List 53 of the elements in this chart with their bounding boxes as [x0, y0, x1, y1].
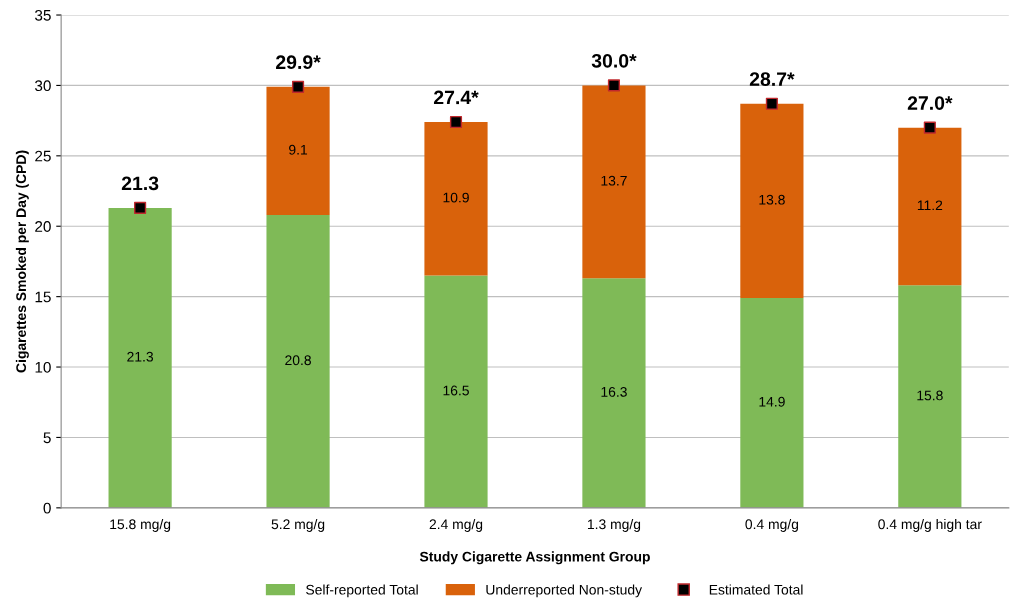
point	[607, 79, 621, 92]
bar	[582, 278, 646, 508]
legend-label: Underreported Non-study	[486, 584, 643, 598]
point	[765, 97, 778, 110]
x-tick-label: 0.4 mg/g	[745, 518, 799, 532]
data-label: 16.5	[443, 385, 469, 396]
y-tick-label: 30	[35, 80, 51, 92]
bar	[582, 85, 646, 279]
y-tick-label: 25	[35, 150, 51, 162]
point	[291, 80, 305, 93]
x-tick-label: 15.8 mg/g	[110, 518, 171, 532]
data-label: 21.3	[127, 351, 154, 362]
y-tick-label: 10	[35, 361, 51, 373]
data-label: 30.0*	[591, 53, 637, 68]
bar	[740, 298, 804, 508]
x-tick-label: 0.4 mg/g high tar	[878, 518, 982, 532]
point	[449, 115, 463, 129]
legend-label: Estimated Total	[709, 584, 803, 595]
bar	[898, 127, 962, 286]
bar	[424, 122, 488, 276]
data-label: 13.7	[601, 175, 627, 186]
y-tick-label: 35	[35, 9, 51, 21]
data-label: 21.3	[121, 176, 159, 191]
y-tick-label: 15	[35, 291, 51, 303]
data-label: 20.8	[285, 355, 311, 366]
y-tick-label: 5	[43, 432, 51, 444]
data-label: 16.3	[601, 386, 627, 397]
bar	[424, 275, 488, 508]
bar	[898, 285, 962, 508]
bar	[266, 86, 330, 215]
data-label: 28.7*	[749, 72, 795, 86]
x-tick-label: 2.4 mg/g	[429, 518, 483, 532]
data-label: 10.9	[443, 192, 469, 203]
y-tick-label: 20	[35, 221, 51, 232]
data-label: 29.9*	[276, 55, 321, 70]
bar	[266, 214, 330, 508]
y-tick-label: 0	[43, 502, 51, 514]
data-label: 9.1	[289, 144, 308, 155]
data-label: 14.9	[759, 396, 785, 407]
bar	[740, 103, 804, 299]
data-label: 27.4*	[433, 90, 479, 105]
data-label: 13.8	[759, 194, 785, 205]
x-tick-label: 5.2 mg/g	[271, 518, 325, 532]
data-label: 27.0*	[907, 96, 953, 110]
x-tick-label: 1.3 mg/g	[587, 518, 641, 532]
point	[923, 121, 936, 134]
x-axis-title: Study Cigarette Assignment Group	[419, 551, 650, 565]
y-axis-title: Cigarettes Smoked per Day (CPD)	[15, 150, 29, 373]
bar	[108, 207, 172, 508]
data-label: 11.2	[917, 200, 943, 211]
data-label: 15.8	[917, 390, 943, 401]
legend-label: Self-reported Total	[306, 584, 418, 598]
point	[134, 201, 147, 215]
